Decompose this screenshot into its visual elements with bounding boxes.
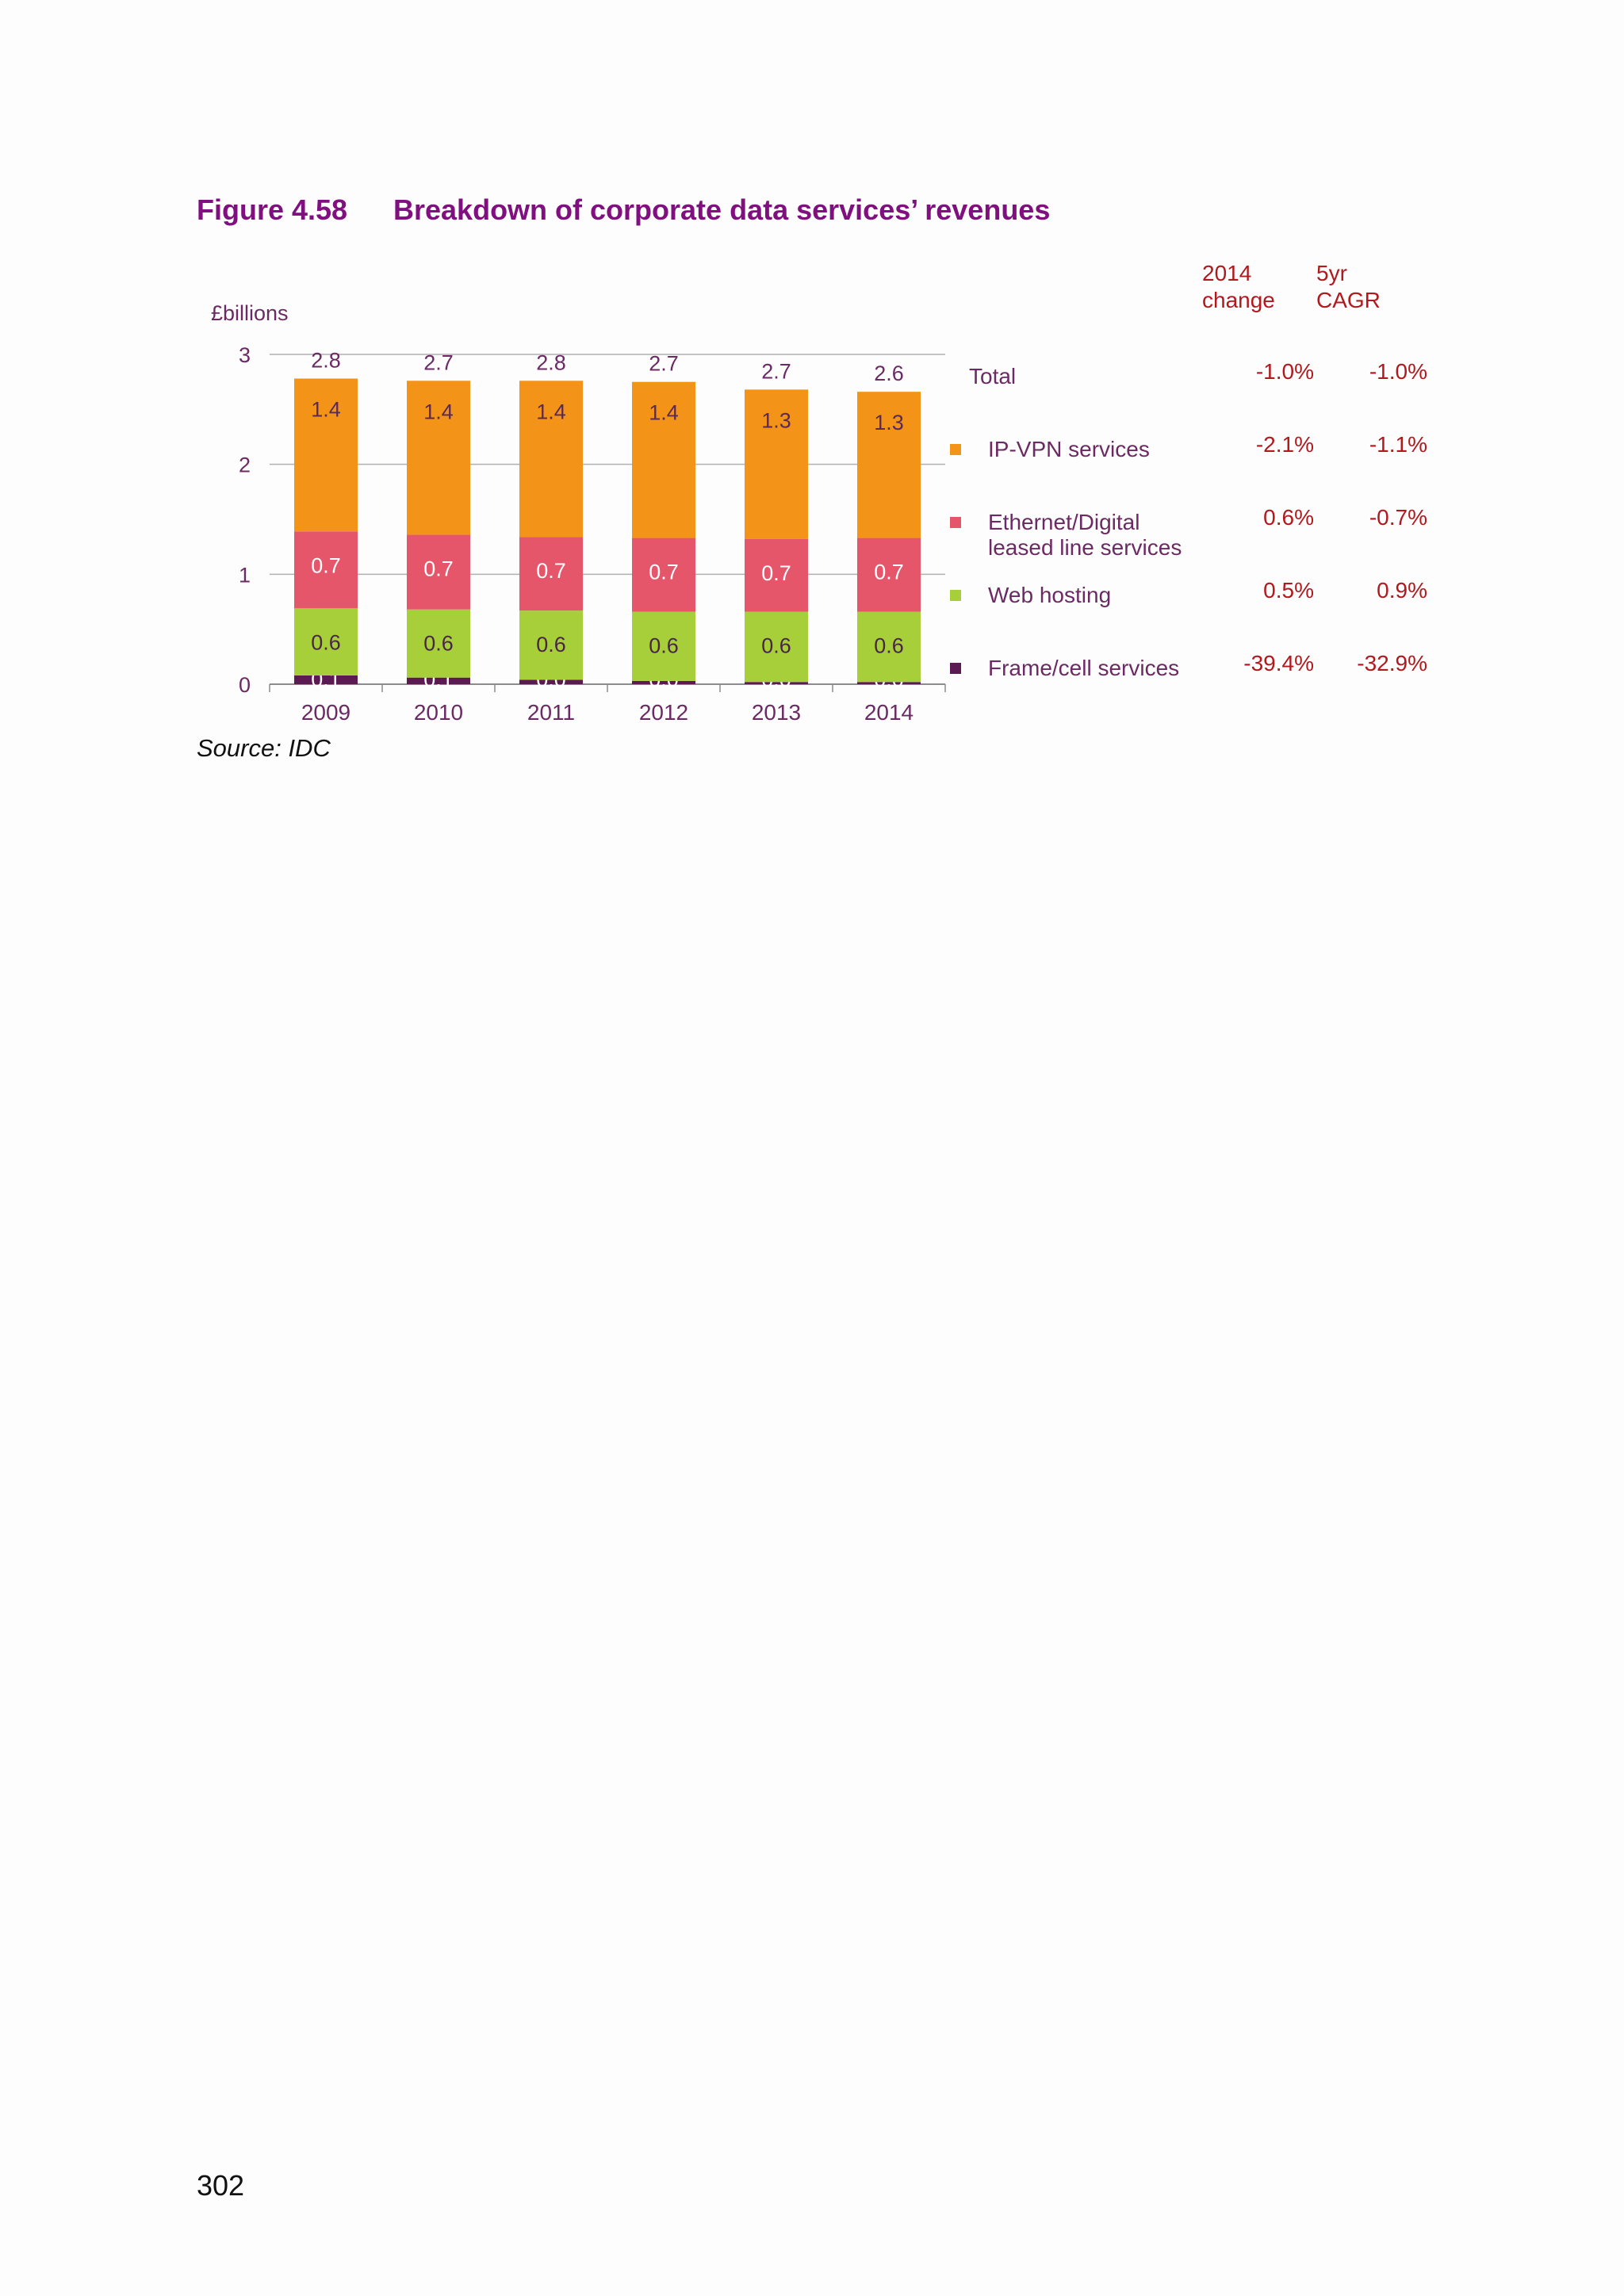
bar-segment bbox=[745, 611, 808, 683]
bar-segment bbox=[294, 675, 358, 684]
bar-data-label: 0.6 bbox=[761, 633, 791, 657]
column-header-2014-change: 2014 change bbox=[1202, 260, 1275, 314]
bar-total-label: 2.7 bbox=[423, 350, 454, 374]
bar-segment bbox=[745, 538, 808, 612]
y-tick-label: 0 bbox=[239, 673, 251, 697]
bar-total-label: 2.7 bbox=[761, 359, 791, 383]
x-tick-label: 2009 bbox=[301, 700, 350, 725]
x-tick-label: 2012 bbox=[639, 700, 688, 725]
legend-total-change-2014: -1.0% bbox=[1256, 359, 1314, 384]
bar-segment bbox=[857, 538, 921, 612]
stacked-bar-chart: 01230.10.60.71.42.820090.10.60.71.42.720… bbox=[239, 343, 1427, 725]
legend-web-hosting-swatch bbox=[950, 590, 961, 601]
bar-segment bbox=[294, 378, 358, 532]
bar-segment bbox=[519, 381, 583, 538]
bar-data-label: 1.4 bbox=[649, 401, 679, 425]
bar-data-label: 0.7 bbox=[311, 553, 341, 577]
bar-segment bbox=[407, 609, 470, 678]
bar-segment bbox=[745, 682, 808, 684]
bar-data-label: 1.4 bbox=[536, 400, 566, 423]
legend-frame-cell-cagr-5yr: -32.9% bbox=[1357, 651, 1427, 675]
bar-segment bbox=[519, 610, 583, 680]
bar-data-label: 0.7 bbox=[874, 561, 904, 584]
bar-data-label: 0.7 bbox=[423, 557, 454, 580]
y-tick-label: 3 bbox=[239, 343, 251, 367]
legend-web-hosting-change-2014: 0.5% bbox=[1263, 578, 1314, 603]
bar-data-label: 0.7 bbox=[649, 561, 679, 584]
y-tick-label: 1 bbox=[239, 563, 251, 587]
legend-ip-vpn-cagr-5yr: -1.1% bbox=[1369, 432, 1427, 457]
bar-data-label: 1.3 bbox=[874, 411, 904, 434]
legend-ethernet-label: Ethernet/Digital bbox=[988, 510, 1139, 534]
column-header-line: change bbox=[1202, 288, 1275, 312]
figure-caption: Breakdown of corporate data services’ re… bbox=[393, 193, 1051, 226]
legend-frame-cell-change-2014: -39.4% bbox=[1243, 651, 1314, 675]
page-number: 302 bbox=[197, 2169, 245, 2202]
legend-ip-vpn-swatch bbox=[950, 444, 961, 455]
bar-data-label: 1.4 bbox=[423, 400, 454, 423]
bar-data-label: 0.6 bbox=[874, 633, 904, 657]
legend-ethernet-swatch bbox=[950, 517, 961, 528]
bar-segment bbox=[407, 677, 470, 684]
y-tick-label: 2 bbox=[239, 453, 251, 477]
figure-number: Figure 4.58 bbox=[197, 193, 348, 226]
bar-segment bbox=[857, 611, 921, 683]
source-note: Source: IDC bbox=[197, 734, 331, 762]
legend-total-cagr-5yr: -1.0% bbox=[1369, 359, 1427, 384]
legend-ethernet-cagr-5yr: -0.7% bbox=[1369, 505, 1427, 530]
bar-segment bbox=[632, 680, 695, 684]
bar-segment bbox=[857, 682, 921, 684]
bar-segment bbox=[407, 381, 470, 535]
legend-ethernet-label: leased line services bbox=[988, 535, 1182, 560]
figure-title: Figure 4.58 Breakdown of corporate data s… bbox=[197, 193, 1050, 227]
x-tick-label: 2011 bbox=[527, 700, 575, 725]
bar-data-label: 0.6 bbox=[536, 633, 566, 656]
bar-segment bbox=[519, 679, 583, 684]
bar-total-label: 2.6 bbox=[874, 362, 904, 385]
y-axis-unit-label: £billions bbox=[211, 301, 289, 325]
x-tick-label: 2013 bbox=[752, 700, 801, 725]
bar-data-label: 0.6 bbox=[649, 633, 679, 657]
x-tick-label: 2010 bbox=[414, 700, 463, 725]
bar-data-label: 0.6 bbox=[311, 630, 341, 654]
legend-ip-vpn-label: IP-VPN services bbox=[988, 437, 1150, 461]
bar-data-label: 0.7 bbox=[761, 561, 791, 585]
bar-segment bbox=[407, 534, 470, 610]
bar-data-label: 1.4 bbox=[311, 398, 341, 422]
bar-segment bbox=[632, 381, 695, 538]
bar-total-label: 2.8 bbox=[311, 349, 341, 373]
bar-data-label: 1.3 bbox=[761, 408, 791, 432]
legend-frame-cell-swatch bbox=[950, 663, 961, 674]
column-header-line: CAGR bbox=[1316, 288, 1381, 312]
column-header-line: 5yr bbox=[1316, 261, 1347, 285]
column-header-line: 2014 bbox=[1202, 261, 1252, 285]
bar-segment bbox=[519, 537, 583, 611]
legend-ethernet-change-2014: 0.6% bbox=[1263, 505, 1314, 530]
legend-web-hosting-cagr-5yr: 0.9% bbox=[1377, 578, 1427, 603]
x-tick-label: 2014 bbox=[864, 700, 914, 725]
bar-total-label: 2.8 bbox=[536, 350, 566, 374]
bar-segment bbox=[745, 389, 808, 539]
bar-segment bbox=[294, 531, 358, 609]
bar-data-label: 0.6 bbox=[423, 632, 454, 656]
bar-segment bbox=[632, 611, 695, 681]
bar-segment bbox=[294, 608, 358, 675]
legend-ip-vpn-change-2014: -2.1% bbox=[1256, 432, 1314, 457]
bar-total-label: 2.7 bbox=[649, 352, 679, 376]
bar-data-label: 0.7 bbox=[536, 559, 566, 583]
bar-segment bbox=[857, 392, 921, 538]
legend-web-hosting-label: Web hosting bbox=[988, 583, 1111, 607]
bar-segment bbox=[632, 538, 695, 612]
column-header-5yr-cagr: 5yr CAGR bbox=[1316, 260, 1381, 314]
legend-frame-cell-label: Frame/cell services bbox=[988, 656, 1179, 680]
legend-total-label: Total bbox=[969, 364, 1016, 388]
